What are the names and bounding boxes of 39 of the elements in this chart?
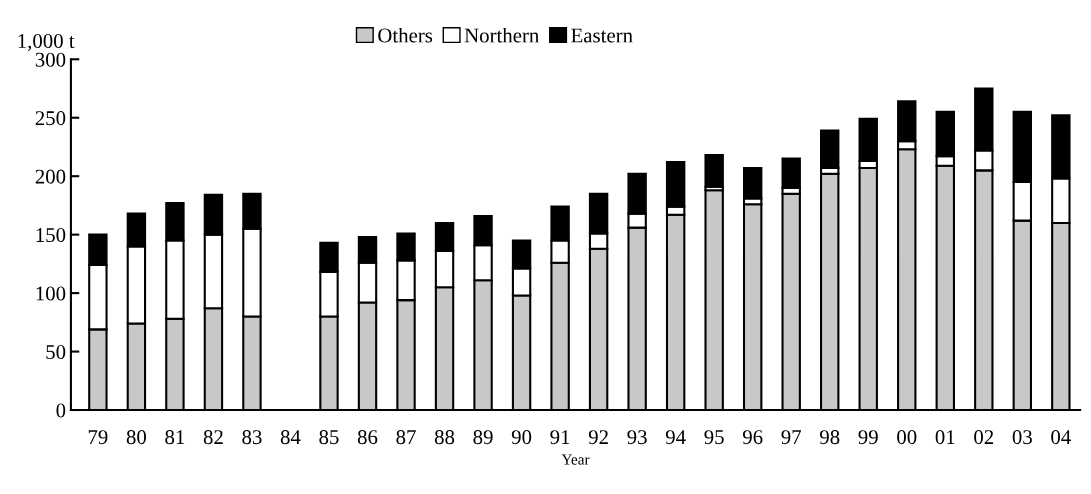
x-tick-label: 95 (704, 430, 724, 445)
y-tick-label: 250 (35, 111, 66, 126)
x-tick-label: 97 (781, 430, 802, 445)
x-tick-label: 83 (242, 430, 262, 445)
y-tick-label: 100 (36, 286, 66, 301)
y-tick-label: 300 (35, 52, 66, 67)
x-tick-label: 91 (550, 430, 570, 445)
x-axis-title: Year (561, 454, 590, 465)
y-axis-title: 1,000 t (18, 33, 75, 52)
y-tick-label: 50 (46, 344, 66, 359)
x-tick-label: 79 (88, 430, 108, 445)
x-tick-label: 82 (203, 430, 223, 445)
x-tick-label: 98 (819, 430, 840, 445)
y-tick-label: 200 (35, 169, 66, 184)
x-tick-label: 88 (434, 430, 455, 445)
legend-label: Eastern (571, 28, 633, 43)
x-tick-label: 99 (858, 430, 878, 445)
x-tick-label: 85 (319, 430, 339, 445)
x-tick-label: 89 (473, 430, 493, 445)
x-tick-label: 04 (1051, 430, 1071, 445)
x-tick-label: 87 (396, 430, 416, 445)
x-tick-label: 03 (1012, 430, 1032, 445)
x-tick-label: 86 (357, 430, 378, 445)
x-tick-label: 84 (280, 430, 301, 445)
y-tick-label: 150 (36, 228, 66, 243)
x-tick-label: 92 (588, 430, 608, 445)
x-tick-label: 81 (165, 430, 185, 445)
x-tick-label: 01 (935, 430, 955, 445)
x-tick-label: 93 (627, 430, 647, 445)
x-tick-label: 94 (665, 430, 686, 445)
x-tick-label: 96 (742, 430, 763, 445)
legend-label: Northern (464, 27, 540, 43)
bar (704, 154, 724, 188)
x-tick-label: 90 (511, 430, 532, 445)
x-tick-label: 02 (974, 430, 994, 445)
x-tick-label: 80 (126, 430, 147, 445)
legend-label: Others (378, 27, 433, 43)
x-tick-label: 00 (897, 430, 917, 445)
y-tick-label: 0 (56, 403, 66, 418)
